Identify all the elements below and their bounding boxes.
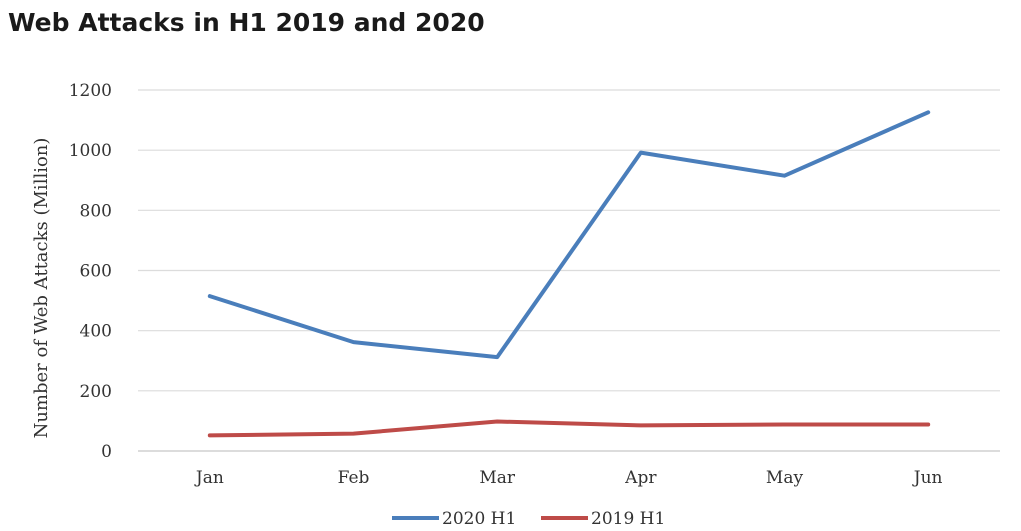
x-tick-label: May xyxy=(766,468,804,488)
series-line-2020-h1 xyxy=(207,110,931,360)
x-axis-ticks: Jan Feb Mar Apr May Jun xyxy=(194,468,943,488)
legend-label: 2020 H1 xyxy=(442,509,516,529)
x-tick-label: Jun xyxy=(912,468,943,488)
chart-title: Web Attacks in H1 2019 and 2020 xyxy=(8,8,485,37)
y-tick-label: 800 xyxy=(80,201,112,221)
x-tick-label: Jan xyxy=(194,468,224,488)
y-tick-label: 1200 xyxy=(69,81,112,101)
gridlines xyxy=(138,89,1000,452)
y-tick-label: 1000 xyxy=(69,141,112,161)
y-axis-title: Number of Web Attacks (Million) xyxy=(31,138,52,439)
x-tick-label: Apr xyxy=(624,468,657,488)
y-tick-label: 200 xyxy=(80,382,112,402)
series-lines xyxy=(207,110,931,438)
series-line-2019-h1 xyxy=(207,419,931,438)
y-axis-ticks: 0 200 400 600 800 1000 1200 xyxy=(69,81,112,462)
y-tick-label: 600 xyxy=(80,262,112,282)
legend-label: 2019 H1 xyxy=(591,509,665,529)
legend: 2020 H1 2019 H1 xyxy=(392,509,665,529)
y-tick-label: 400 xyxy=(80,322,112,342)
x-tick-label: Feb xyxy=(338,468,370,488)
y-tick-label: 0 xyxy=(101,442,112,462)
x-tick-label: Mar xyxy=(479,468,516,488)
